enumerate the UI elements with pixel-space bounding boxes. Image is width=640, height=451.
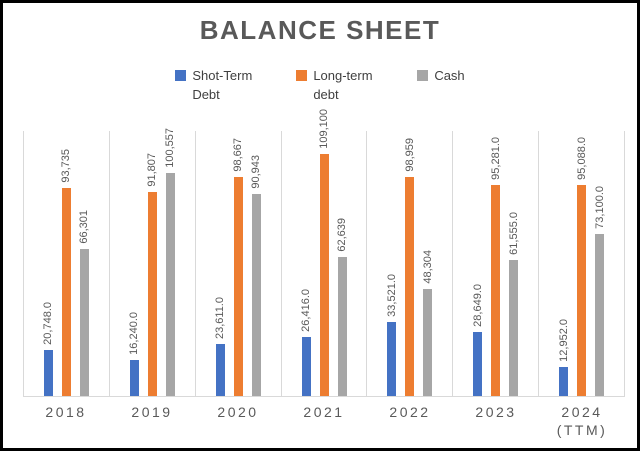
legend-label: Long-term debt xyxy=(313,68,373,102)
bar-wrap: 95,088.0 xyxy=(575,131,588,396)
bar xyxy=(215,344,225,396)
x-axis-label: 2020 xyxy=(217,404,259,420)
bar-cluster: 20,748.0 93,735 66,301 xyxy=(42,131,91,396)
bar-data-label: 12,952.0 xyxy=(557,319,570,362)
bar-wrap: 93,735 xyxy=(60,131,73,396)
x-axis: 2018 2019 2020 2021 2022 2023 2024 (TTM) xyxy=(23,404,625,439)
bar xyxy=(43,350,53,396)
legend-label: Shot-Term Debt xyxy=(192,68,253,102)
bar-wrap: 66,301 xyxy=(78,131,91,396)
bar-wrap: 20,748.0 xyxy=(42,131,55,396)
bar-wrap: 26,416.0 xyxy=(300,131,312,396)
bar xyxy=(129,360,139,396)
bar-data-label: 93,735 xyxy=(60,149,73,183)
bar-data-label: 33,521.0 xyxy=(385,274,398,317)
bar-cluster: 16,240.0 91,807 100,557 xyxy=(128,128,177,396)
bar xyxy=(423,289,433,396)
bar xyxy=(233,177,243,396)
bar-data-label: 23,611.0 xyxy=(214,296,227,339)
x-axis-label: 2024 (TTM) xyxy=(556,404,608,438)
bar xyxy=(473,332,483,396)
bar-wrap: 98,959 xyxy=(403,131,416,396)
bar xyxy=(559,367,569,396)
bar-wrap: 61,555.0 xyxy=(507,131,520,396)
bar xyxy=(577,185,587,396)
category-group: 26,416.0 109,100 62,639 xyxy=(280,109,367,396)
bar-wrap: 16,240.0 xyxy=(128,131,141,396)
bar-wrap: 95,281.0 xyxy=(489,131,502,396)
bar-data-label: 98,959 xyxy=(403,138,416,172)
bar-data-label: 90,943 xyxy=(250,155,263,189)
bar xyxy=(147,192,157,396)
legend-swatch-icon xyxy=(417,70,429,81)
x-axis-label: 2018 xyxy=(45,404,87,420)
legend-item-3: Cash xyxy=(417,67,465,86)
bar-wrap: 91,807 xyxy=(146,131,159,396)
bar-wrap: 90,943 xyxy=(250,131,263,396)
bar xyxy=(301,337,311,396)
bar-wrap: 48,304 xyxy=(421,131,434,396)
bar xyxy=(251,194,261,396)
x-axis-label: 2019 xyxy=(131,404,173,420)
legend-swatch-icon xyxy=(175,70,187,81)
legend-item-2: Long-term debt xyxy=(296,67,391,105)
legend-swatch-icon xyxy=(296,70,308,81)
bar-wrap: 98,667 xyxy=(232,131,245,396)
x-axis-label: 2023 xyxy=(475,404,517,420)
bar xyxy=(405,177,415,396)
bar-data-label: 66,301 xyxy=(78,210,91,244)
bar-data-label: 95,281.0 xyxy=(489,137,502,180)
bar-cluster: 12,952.0 95,088.0 73,100.0 xyxy=(557,131,606,396)
bar-data-label: 91,807 xyxy=(146,153,159,187)
bar-cluster: 26,416.0 109,100 62,639 xyxy=(300,109,348,396)
category-group: 28,649.0 95,281.0 61,555.0 xyxy=(452,131,538,396)
bar-data-label: 95,088.0 xyxy=(575,137,588,180)
bar-data-label: 98,667 xyxy=(232,138,245,172)
bar xyxy=(79,249,89,396)
bar-wrap: 100,557 xyxy=(164,128,177,396)
bar xyxy=(509,260,519,396)
legend: Shot-Term Debt Long-term debt Cash xyxy=(3,67,637,105)
category-group: 33,521.0 98,959 48,304 xyxy=(366,131,452,396)
bar-data-label: 109,100 xyxy=(318,109,330,149)
bar-wrap: 73,100.0 xyxy=(593,131,606,396)
bar-data-label: 100,557 xyxy=(164,128,177,168)
bar-data-label: 26,416.0 xyxy=(300,289,312,332)
x-axis-label: 2021 xyxy=(303,404,345,420)
bar-cluster: 23,611.0 98,667 90,943 xyxy=(214,131,263,396)
bar xyxy=(61,188,71,396)
bar xyxy=(319,154,329,396)
bar-cluster: 28,649.0 95,281.0 61,555.0 xyxy=(471,131,520,396)
bar-data-label: 61,555.0 xyxy=(507,212,520,255)
bar xyxy=(387,322,397,396)
bar-cluster: 33,521.0 98,959 48,304 xyxy=(385,131,434,396)
bar xyxy=(595,234,605,396)
legend-label: Cash xyxy=(434,68,465,83)
plot-area: 20,748.0 93,735 66,301 16,240.0 91,807 100,55… xyxy=(23,109,626,397)
category-group: 23,611.0 98,667 90,943 xyxy=(194,131,281,396)
legend-item-1: Shot-Term Debt xyxy=(175,67,270,105)
bar-data-label: 20,748.0 xyxy=(42,302,55,345)
bar-wrap: 12,952.0 xyxy=(557,131,570,396)
bar-data-label: 62,639 xyxy=(336,218,348,252)
bar-data-label: 73,100.0 xyxy=(593,186,606,229)
bar xyxy=(491,185,501,396)
bar-data-label: 28,649.0 xyxy=(471,284,484,327)
category-group: 20,748.0 93,735 66,301 xyxy=(23,131,109,396)
category-group: 12,952.0 95,088.0 73,100.0 xyxy=(538,131,626,396)
bar-wrap: 23,611.0 xyxy=(214,131,227,396)
x-axis-label: 2022 xyxy=(389,404,431,420)
bar-wrap: 28,649.0 xyxy=(471,131,484,396)
bar-wrap: 109,100 xyxy=(318,109,330,396)
bar-wrap: 62,639 xyxy=(336,131,348,396)
category-group: 16,240.0 91,807 100,557 xyxy=(108,128,195,396)
chart-title: BALANCE SHEET xyxy=(199,15,441,45)
bar-data-label: 16,240.0 xyxy=(128,312,141,355)
bar-data-label: 48,304 xyxy=(421,250,434,284)
bar xyxy=(165,173,175,396)
bar-wrap: 33,521.0 xyxy=(385,131,398,396)
bar xyxy=(337,257,347,396)
